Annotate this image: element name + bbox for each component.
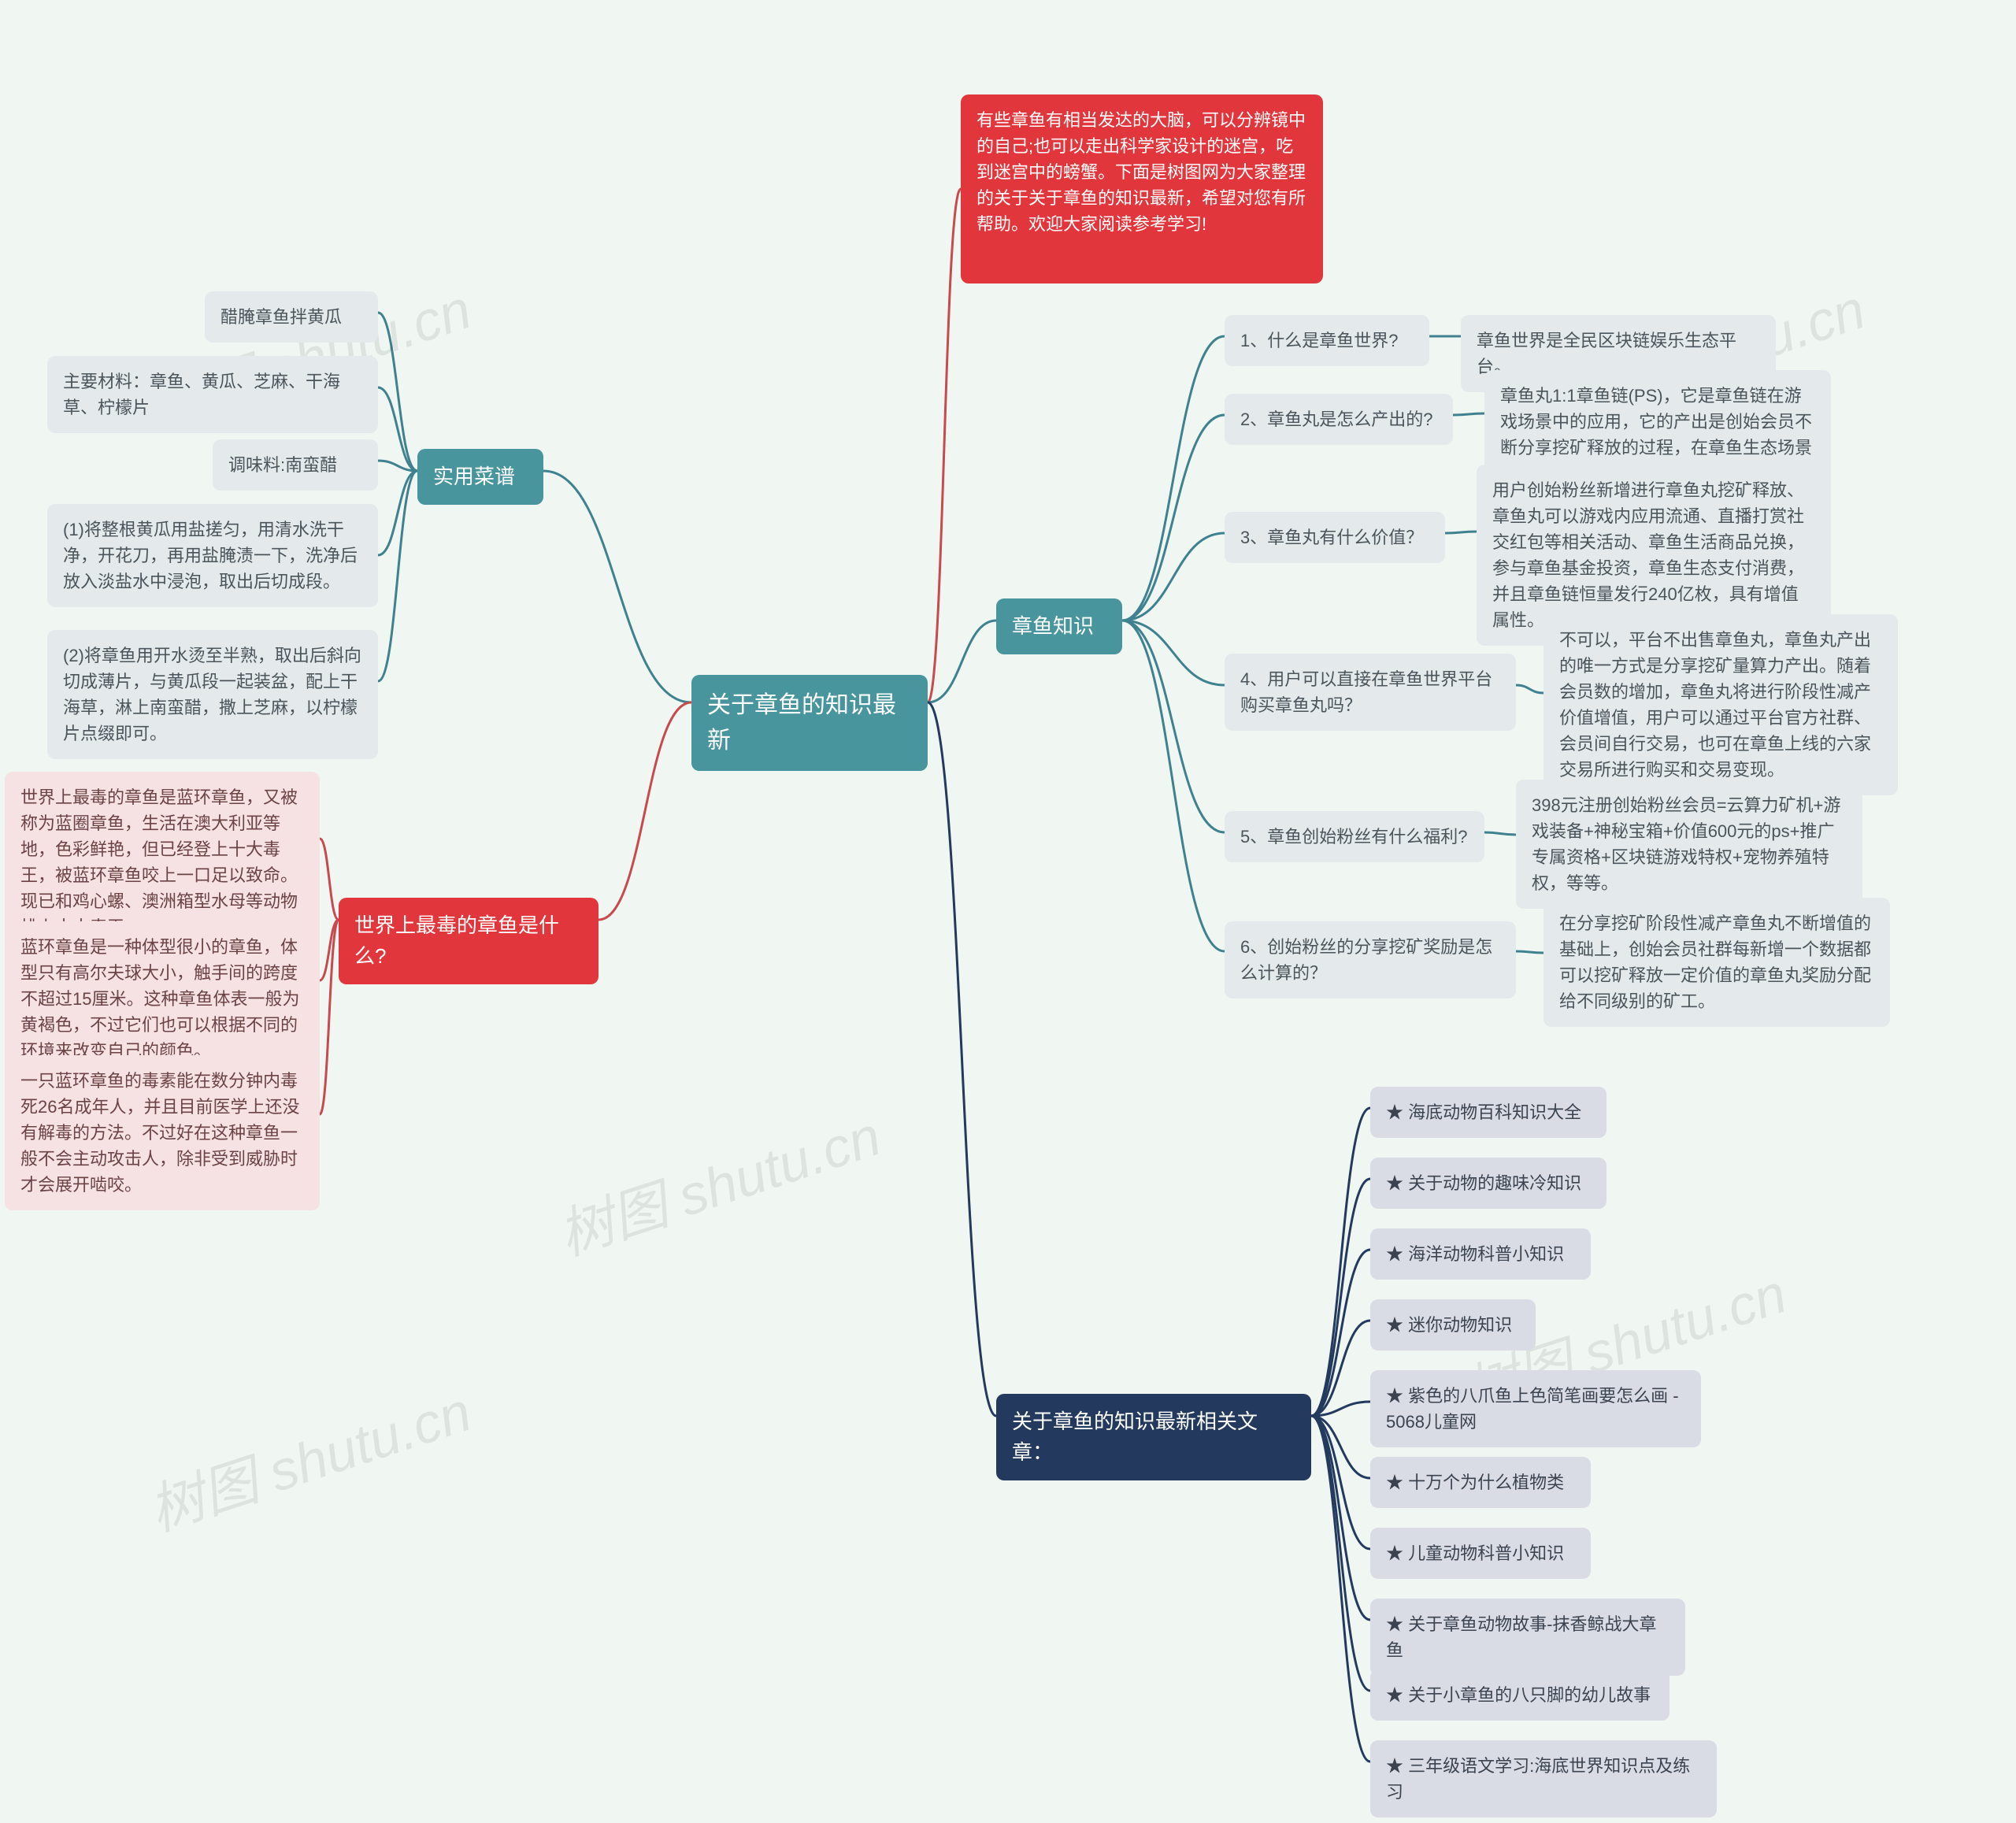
knowledge-answer: 在分享挖矿阶段性减产章鱼丸不断增值的基础上，创始会员社群每新增一个数据都可以挖矿… bbox=[1544, 898, 1890, 1027]
articles-item: ★ 迷你动物知识 bbox=[1370, 1299, 1536, 1351]
knowledge-question: 5、章鱼创始粉丝有什么福利? bbox=[1225, 811, 1484, 862]
intro-node: 有些章鱼有相当发达的大脑，可以分辨镜中的自己;也可以走出科学家设计的迷宫，吃到迷… bbox=[961, 94, 1323, 283]
articles-item: ★ 关于小章鱼的八只脚的幼儿故事 bbox=[1370, 1669, 1670, 1721]
watermark: 树图 shutu.cn bbox=[138, 1368, 480, 1547]
articles-item: ★ 儿童动物科普小知识 bbox=[1370, 1528, 1591, 1579]
recipes-item: (2)将章鱼用开水烫至半熟，取出后斜向切成薄片，与黄瓜段一起装盆，配上干海草，淋… bbox=[47, 630, 378, 759]
articles-branch: 关于章鱼的知识最新相关文章： bbox=[996, 1394, 1311, 1480]
recipes-item: 主要材料：章鱼、黄瓜、芝麻、干海草、柠檬片 bbox=[47, 356, 378, 433]
recipes-item: 调味料:南蛮醋 bbox=[213, 439, 378, 491]
recipes-item: (1)将整根黄瓜用盐搓匀，用清水洗干净，开花刀，再用盐腌渍一下，洗净后放入淡盐水… bbox=[47, 504, 378, 607]
articles-item: ★ 海洋动物科普小知识 bbox=[1370, 1228, 1591, 1280]
knowledge-question: 1、什么是章鱼世界? bbox=[1225, 315, 1429, 366]
articles-item: ★ 三年级语文学习:海底世界知识点及练习 bbox=[1370, 1740, 1717, 1817]
articles-item: ★ 紫色的八爪鱼上色简笔画要怎么画 - 5068儿童网 bbox=[1370, 1370, 1701, 1447]
poison-item: 蓝环章鱼是一种体型很小的章鱼，体型只有高尔夫球大小，触手间的跨度不超过15厘米。… bbox=[5, 921, 320, 1076]
articles-item: ★ 关于章鱼动物故事-抹香鲸战大章鱼 bbox=[1370, 1599, 1685, 1676]
center-node: 关于章鱼的知识最新 bbox=[691, 675, 928, 771]
knowledge-question: 2、章鱼丸是怎么产出的? bbox=[1225, 394, 1453, 445]
poison-branch: 世界上最毒的章鱼是什么? bbox=[339, 898, 598, 984]
articles-item: ★ 十万个为什么植物类 bbox=[1370, 1457, 1591, 1508]
knowledge-answer: 398元注册创始粉丝会员=云算力矿机+游戏装备+神秘宝箱+价值600元的ps+推… bbox=[1516, 780, 1862, 909]
knowledge-answer: 不可以，平台不出售章鱼丸，章鱼丸产出的唯一方式是分享挖矿量算力产出。随着会员数的… bbox=[1544, 614, 1898, 795]
knowledge-question: 6、创始粉丝的分享挖矿奖励是怎么计算的？ bbox=[1225, 921, 1516, 999]
knowledge-branch: 章鱼知识 bbox=[996, 598, 1122, 654]
knowledge-question: 4、用户可以直接在章鱼世界平台购买章鱼丸吗？ bbox=[1225, 654, 1516, 731]
recipes-item: 醋腌章鱼拌黄瓜 bbox=[205, 291, 378, 343]
recipes-branch: 实用菜谱 bbox=[417, 449, 543, 505]
mindmap-canvas: 树图 shutu.cn树图 shutu.cn树图 shutu.cn树图 shut… bbox=[0, 0, 2016, 1823]
poison-item: 一只蓝环章鱼的毒素能在数分钟内毒死26名成年人，并且目前医学上还没有解毒的方法。… bbox=[5, 1055, 320, 1210]
articles-item: ★ 海底动物百科知识大全 bbox=[1370, 1087, 1606, 1138]
articles-item: ★ 关于动物的趣味冷知识 bbox=[1370, 1158, 1606, 1209]
knowledge-question: 3、章鱼丸有什么价值？ bbox=[1225, 512, 1445, 563]
watermark: 树图 shutu.cn bbox=[547, 1092, 890, 1271]
